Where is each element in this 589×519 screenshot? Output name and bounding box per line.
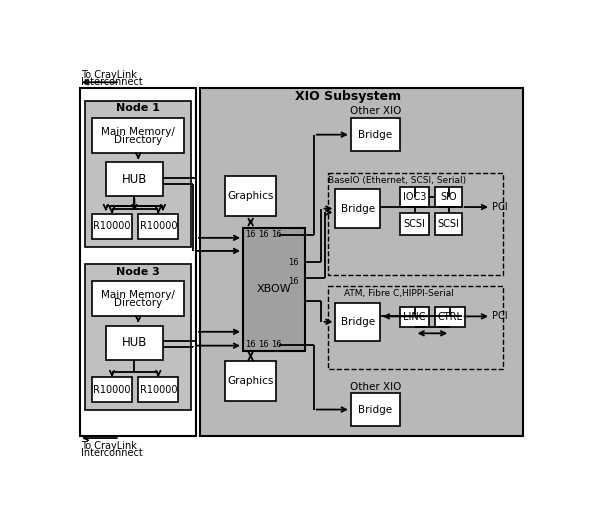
Bar: [85, 101, 191, 247]
Text: R10000: R10000: [93, 221, 131, 231]
Bar: [225, 176, 276, 216]
Text: ATM, Fibre C,HIPPI-Serial: ATM, Fibre C,HIPPI-Serial: [343, 289, 454, 298]
Text: 16: 16: [259, 340, 269, 349]
Text: Interconnect: Interconnect: [81, 448, 143, 458]
Text: 16: 16: [289, 258, 299, 267]
Text: To CrayLink: To CrayLink: [81, 70, 137, 80]
Bar: [92, 214, 132, 239]
Text: R10000: R10000: [140, 385, 177, 394]
Text: Graphics: Graphics: [227, 376, 274, 386]
Bar: [106, 162, 163, 196]
Bar: [92, 118, 184, 153]
Bar: [400, 213, 429, 235]
Text: 16: 16: [246, 340, 256, 349]
Text: Node 3: Node 3: [117, 267, 160, 277]
Text: HUB: HUB: [122, 173, 147, 186]
Text: Other XIO: Other XIO: [350, 106, 401, 116]
Text: PCI: PCI: [492, 202, 507, 212]
Text: LINC: LINC: [403, 312, 426, 322]
Bar: [225, 361, 276, 401]
Text: Bridge: Bridge: [340, 203, 375, 214]
Text: Directory: Directory: [114, 135, 163, 145]
Bar: [327, 285, 503, 368]
Text: SIO: SIO: [440, 192, 457, 202]
Text: 16: 16: [259, 230, 269, 239]
Text: 16: 16: [272, 340, 282, 349]
Text: Main Memory/: Main Memory/: [101, 127, 175, 136]
Text: 16: 16: [272, 230, 282, 239]
Text: BaseIO (Ethernet, SCSI, Serial): BaseIO (Ethernet, SCSI, Serial): [328, 176, 466, 185]
Bar: [435, 187, 462, 207]
Text: IOC3: IOC3: [403, 192, 426, 202]
Text: 16: 16: [246, 230, 256, 239]
Text: HUB: HUB: [122, 336, 147, 349]
Bar: [138, 214, 178, 239]
Bar: [92, 377, 132, 402]
Text: XBOW: XBOW: [256, 284, 291, 294]
Bar: [435, 213, 462, 235]
Text: Bridge: Bridge: [340, 317, 375, 327]
Text: To CrayLink: To CrayLink: [81, 441, 137, 451]
Text: Graphics: Graphics: [227, 192, 274, 201]
Bar: [327, 173, 503, 275]
Text: Bridge: Bridge: [358, 404, 392, 415]
Bar: [400, 187, 429, 207]
Bar: [435, 307, 465, 327]
Bar: [200, 88, 523, 436]
Text: CTRL: CTRL: [438, 312, 462, 322]
Bar: [351, 118, 400, 151]
Text: SCSI: SCSI: [403, 219, 426, 229]
Bar: [138, 377, 178, 402]
Bar: [243, 228, 305, 351]
Text: Directory: Directory: [114, 298, 163, 308]
Text: Bridge: Bridge: [358, 130, 392, 140]
Bar: [400, 307, 429, 327]
Text: Interconnect: Interconnect: [81, 77, 143, 87]
Text: SCSI: SCSI: [438, 219, 459, 229]
Bar: [335, 189, 380, 228]
Bar: [351, 393, 400, 426]
Bar: [85, 264, 191, 411]
Bar: [81, 88, 196, 436]
Text: Node 1: Node 1: [116, 103, 160, 114]
Text: R10000: R10000: [140, 221, 177, 231]
Bar: [335, 303, 380, 341]
Text: PCI: PCI: [492, 311, 507, 321]
Text: Other XIO: Other XIO: [350, 382, 401, 392]
Text: XIO Subsystem: XIO Subsystem: [296, 90, 402, 103]
Text: 16: 16: [289, 277, 299, 286]
Text: R10000: R10000: [93, 385, 131, 394]
Bar: [106, 325, 163, 360]
Bar: [92, 281, 184, 317]
Text: Main Memory/: Main Memory/: [101, 290, 175, 300]
